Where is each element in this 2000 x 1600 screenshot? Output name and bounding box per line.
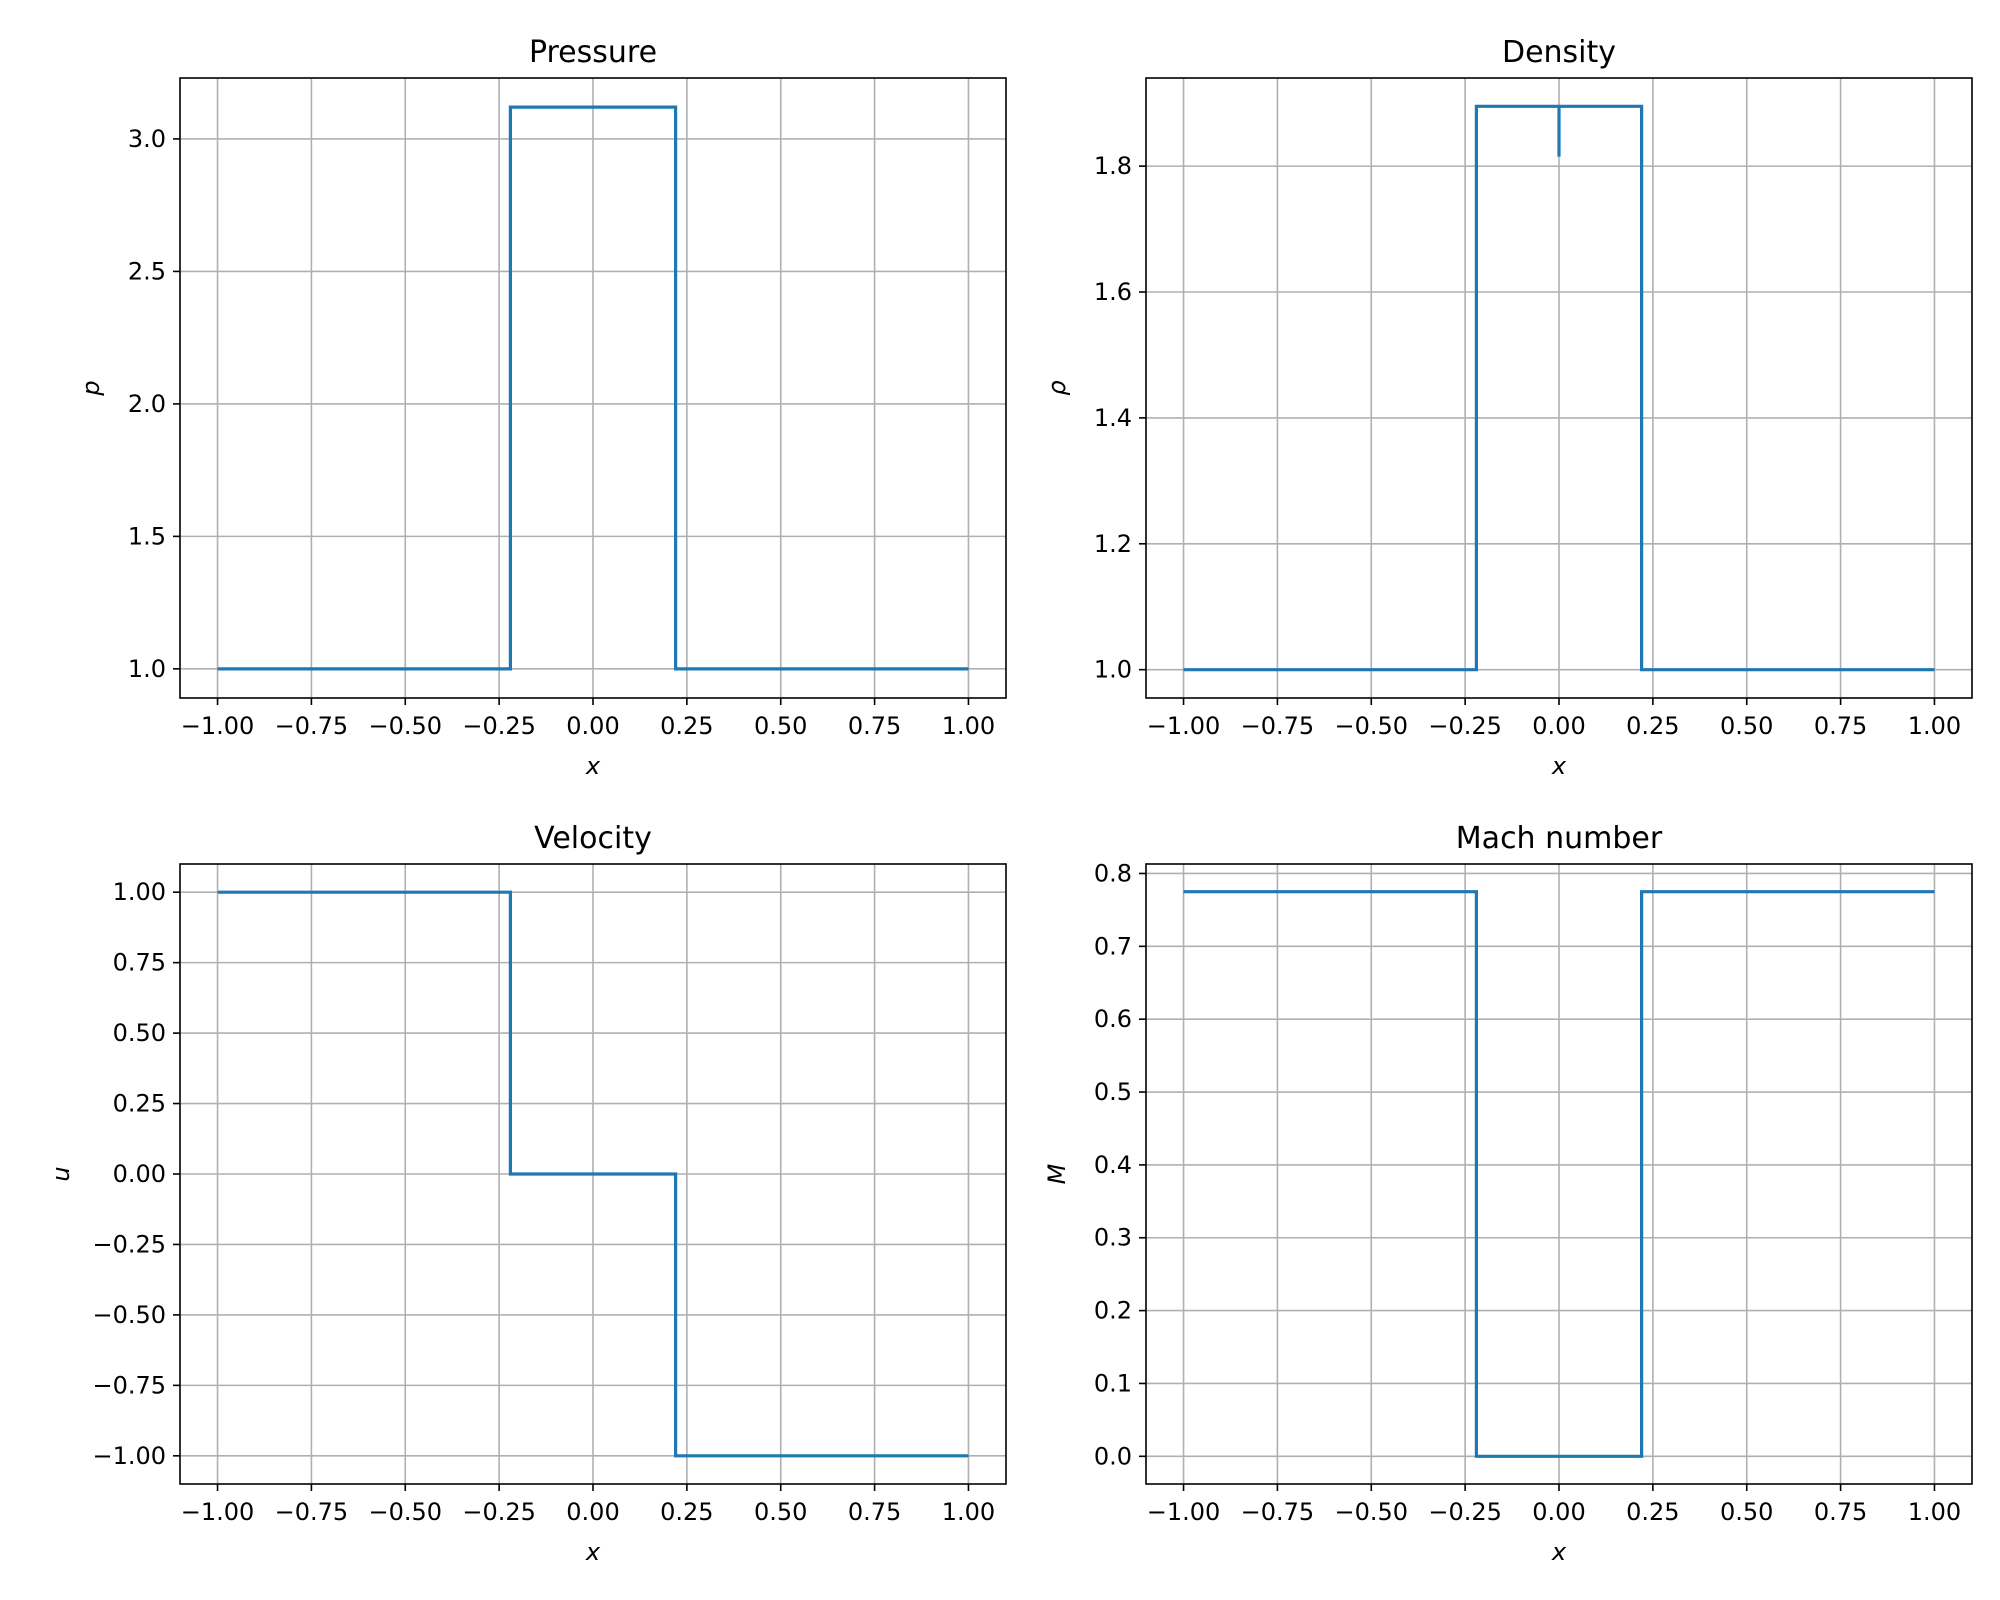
mach-number-y-tick-label: 0.1 xyxy=(1094,1369,1132,1397)
velocity-x-tick-label: 1.00 xyxy=(942,1498,995,1526)
density-x-tick-label: 0.75 xyxy=(1814,712,1867,740)
velocity-title: Velocity xyxy=(534,821,652,856)
velocity-x-tick-label: −0.25 xyxy=(462,1498,536,1526)
velocity-x-tick-label: 0.75 xyxy=(848,1498,901,1526)
mach-number-x-tick-label: −0.75 xyxy=(1241,1498,1315,1526)
pressure-x-tick-label: −1.00 xyxy=(181,712,255,740)
mach-number-y-tick-label: 0.4 xyxy=(1094,1151,1132,1179)
density-x-tick-label: 0.50 xyxy=(1720,712,1773,740)
velocity-x-tick-label: 0.25 xyxy=(660,1498,713,1526)
velocity-y-tick-label: 1.00 xyxy=(113,878,166,906)
velocity-y-tick-label: −1.00 xyxy=(92,1442,166,1470)
pressure-y-axis-label: p xyxy=(77,380,105,396)
mach-number-x-tick-label: 0.00 xyxy=(1532,1498,1585,1526)
pressure-x-tick-label: 0.25 xyxy=(660,712,713,740)
mach-number-x-tick-label: −1.00 xyxy=(1147,1498,1221,1526)
velocity-y-tick-label: 0.50 xyxy=(113,1019,166,1047)
pressure-x-tick-label: 1.00 xyxy=(942,712,995,740)
density-x-tick-label: 0.00 xyxy=(1532,712,1585,740)
pressure-x-tick-label: 0.00 xyxy=(566,712,619,740)
velocity-x-tick-label: 0.00 xyxy=(566,1498,619,1526)
pressure-panel: −1.00 −0.75 −0.50 −0.25 0.00 0.25 0.50 0.75 1.00… xyxy=(77,35,1007,780)
mach-number-y-axis-label: M xyxy=(1043,1163,1071,1184)
pressure-x-tick-label: −0.50 xyxy=(368,712,442,740)
mach-number-x-tick-label: 0.50 xyxy=(1720,1498,1773,1526)
velocity-x-tick-label: 0.50 xyxy=(754,1498,807,1526)
velocity-y-tick-label: 0.00 xyxy=(113,1160,166,1188)
mach-number-title: Mach number xyxy=(1456,821,1663,856)
density-y-tick-label: 1.8 xyxy=(1094,152,1132,180)
pressure-x-axis-label: x xyxy=(585,752,601,780)
velocity-y-tick-label: −0.75 xyxy=(92,1371,166,1399)
pressure-y-tick-label: 2.0 xyxy=(128,390,166,418)
pressure-x-tick-label: 0.75 xyxy=(848,712,901,740)
density-x-tick-label: −0.50 xyxy=(1334,712,1408,740)
density-x-tick-label: −0.75 xyxy=(1241,712,1315,740)
mach-number-x-tick-label: −0.50 xyxy=(1334,1498,1408,1526)
density-y-tick-label: 1.0 xyxy=(1094,656,1132,684)
mach-number-y-tick-label: 0.3 xyxy=(1094,1224,1132,1252)
density-y-tick-label: 1.2 xyxy=(1094,530,1132,558)
density-x-tick-label: 0.25 xyxy=(1626,712,1679,740)
velocity-x-tick-label: −1.00 xyxy=(181,1498,255,1526)
velocity-y-tick-label: 0.75 xyxy=(113,949,166,977)
velocity-y-tick-label: −0.25 xyxy=(92,1230,166,1258)
mach-number-y-tick-label: 0.0 xyxy=(1094,1442,1132,1470)
velocity-panel: −1.00 −0.75 −0.50 −0.25 0.00 0.25 0.50 0.75 1.00… xyxy=(47,821,1007,1566)
mach-number-x-tick-label: −0.25 xyxy=(1428,1498,1502,1526)
velocity-x-axis-label: x xyxy=(585,1538,601,1566)
pressure-y-tick-label: 2.5 xyxy=(128,257,166,285)
velocity-x-tick-label: −0.75 xyxy=(275,1498,349,1526)
mach-number-x-tick-label: 0.75 xyxy=(1814,1498,1867,1526)
mach-number-x-axis-label: x xyxy=(1551,1538,1567,1566)
velocity-x-tick-label: −0.50 xyxy=(368,1498,442,1526)
pressure-x-tick-label: −0.75 xyxy=(275,712,349,740)
mach-number-y-tick-label: 0.8 xyxy=(1094,859,1132,887)
density-x-tick-label: −1.00 xyxy=(1147,712,1221,740)
density-y-tick-label: 1.4 xyxy=(1094,404,1132,432)
mach-number-y-tick-label: 0.2 xyxy=(1094,1297,1132,1325)
pressure-y-tick-label: 1.5 xyxy=(128,522,166,550)
mach-number-panel: −1.00 −0.75 −0.50 −0.25 0.00 0.25 0.50 0.75 1.00… xyxy=(1043,821,1973,1566)
pressure-title: Pressure xyxy=(529,35,657,70)
mach-number-x-tick-label: 1.00 xyxy=(1908,1498,1961,1526)
pressure-series-line xyxy=(217,105,969,671)
pressure-y-tick-label: 3.0 xyxy=(128,125,166,153)
mach-number-y-tick-label: 0.6 xyxy=(1094,1005,1132,1033)
density-x-tick-label: −0.25 xyxy=(1428,712,1502,740)
density-x-axis-label: x xyxy=(1551,752,1567,780)
mach-number-y-tick-label: 0.5 xyxy=(1094,1078,1132,1106)
density-x-tick-label: 1.00 xyxy=(1908,712,1961,740)
velocity-y-tick-label: 0.25 xyxy=(113,1090,166,1118)
pressure-x-tick-label: −0.25 xyxy=(462,712,536,740)
pressure-y-tick-label: 1.0 xyxy=(128,655,166,683)
density-title: Density xyxy=(1502,35,1616,70)
density-panel: −1.00 −0.75 −0.50 −0.25 0.00 0.25 0.50 0.75 1.00… xyxy=(1043,35,1973,780)
velocity-y-tick-label: −0.50 xyxy=(92,1301,166,1329)
density-y-axis-label: ρ xyxy=(1043,380,1071,395)
mach-number-series-line xyxy=(1183,890,1935,1458)
density-y-tick-label: 1.6 xyxy=(1094,278,1132,306)
density-series-line xyxy=(1183,104,1935,672)
pressure-x-tick-label: 0.50 xyxy=(754,712,807,740)
mach-number-y-tick-label: 0.7 xyxy=(1094,932,1132,960)
velocity-series-line xyxy=(217,890,969,1458)
mach-number-x-tick-label: 0.25 xyxy=(1626,1498,1679,1526)
velocity-y-axis-label: u xyxy=(47,1166,75,1181)
